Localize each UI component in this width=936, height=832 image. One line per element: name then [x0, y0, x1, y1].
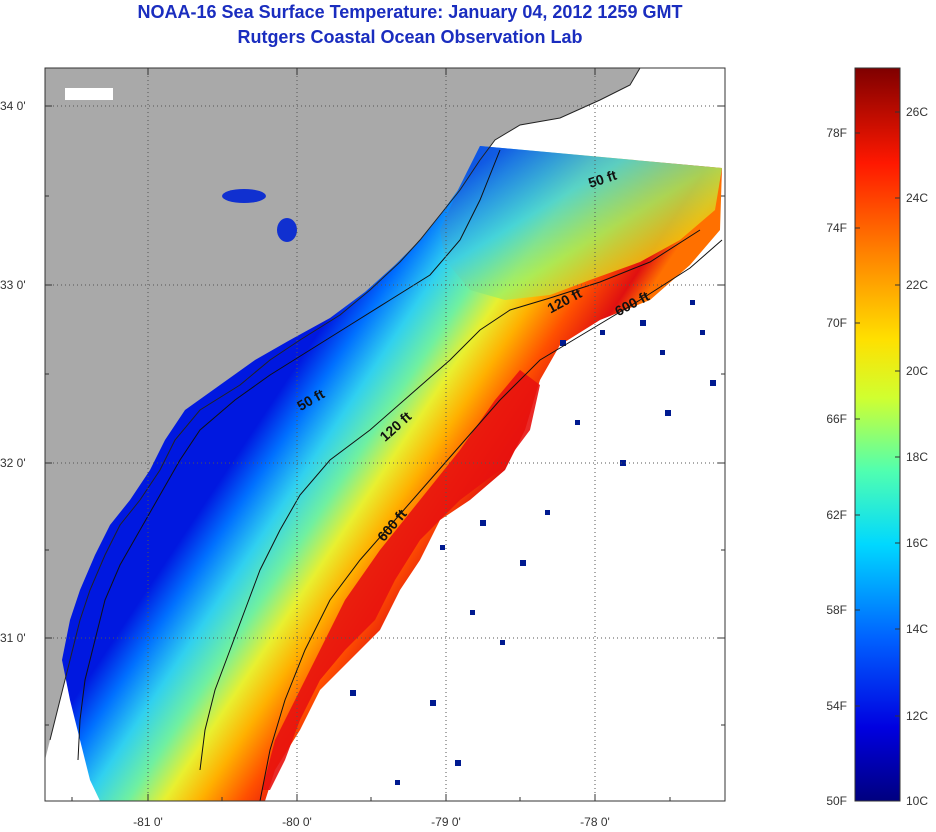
colorbar-f-label: 70F: [826, 316, 847, 330]
colorbar-ticks: [855, 111, 900, 802]
lat-label-34: 34 0': [0, 99, 26, 113]
lon-label-81: -81 0': [133, 815, 163, 829]
map-subtitle: Rutgers Coastal Ocean Observation Lab: [237, 27, 583, 47]
lon-label-79: -79 0': [431, 815, 461, 829]
contour-50ft: [77, 149, 501, 761]
colorbar-c-label: 16C: [906, 536, 928, 550]
cloud-patch: [65, 88, 113, 100]
frame-ticks: [45, 68, 725, 801]
colorbar-f-label: 50F: [826, 794, 847, 808]
colorbar-c-label: 14C: [906, 622, 928, 636]
coastline: [49, 68, 641, 741]
lake-marion: [222, 189, 266, 203]
lon-label-80: -80 0': [282, 815, 312, 829]
lake-moultrie: [277, 218, 297, 242]
colorbar-c-label: 24C: [906, 191, 928, 205]
lon-label-78: -78 0': [580, 815, 610, 829]
colorbar: [854, 67, 901, 802]
colorbar-c-label: 20C: [906, 364, 928, 378]
contour-600ft: [259, 239, 723, 801]
contour-120ft: [199, 229, 701, 771]
graticule: [45, 68, 725, 801]
map-frame: [44, 67, 726, 802]
lat-label-33: 33 0': [0, 278, 26, 292]
sst-swath: [62, 146, 722, 801]
sst-swath-north: [440, 146, 722, 300]
lat-label-31: 31 0': [0, 631, 26, 645]
colorbar-f-label: 58F: [826, 603, 847, 617]
colorbar-c-label: 18C: [906, 450, 928, 464]
gulf-stream-core: [262, 370, 540, 790]
colorbar-f-label: 54F: [826, 699, 847, 713]
colorbar-f-label: 78F: [826, 126, 847, 140]
colorbar-f-label: 74F: [826, 221, 847, 235]
colorbar-f-label: 62F: [826, 508, 847, 522]
colorbar-labels: 78F 74F 70F 66F 62F 58F 54F 50F 26C 24C 22C 20C 18C 1…: [826, 105, 928, 808]
colorbar-c-label: 22C: [906, 278, 928, 292]
noise-pixels: [350, 300, 716, 785]
colorbar-c-label: 26C: [906, 105, 928, 119]
land-mass: [45, 68, 640, 760]
lat-label-32: 32 0': [0, 456, 26, 470]
colorbar-f-label: 66F: [826, 412, 847, 426]
colorbar-c-label: 10C: [906, 794, 928, 808]
colorbar-c-label: 12C: [906, 709, 928, 723]
map-title: NOAA-16 Sea Surface Temperature: January…: [137, 2, 683, 22]
